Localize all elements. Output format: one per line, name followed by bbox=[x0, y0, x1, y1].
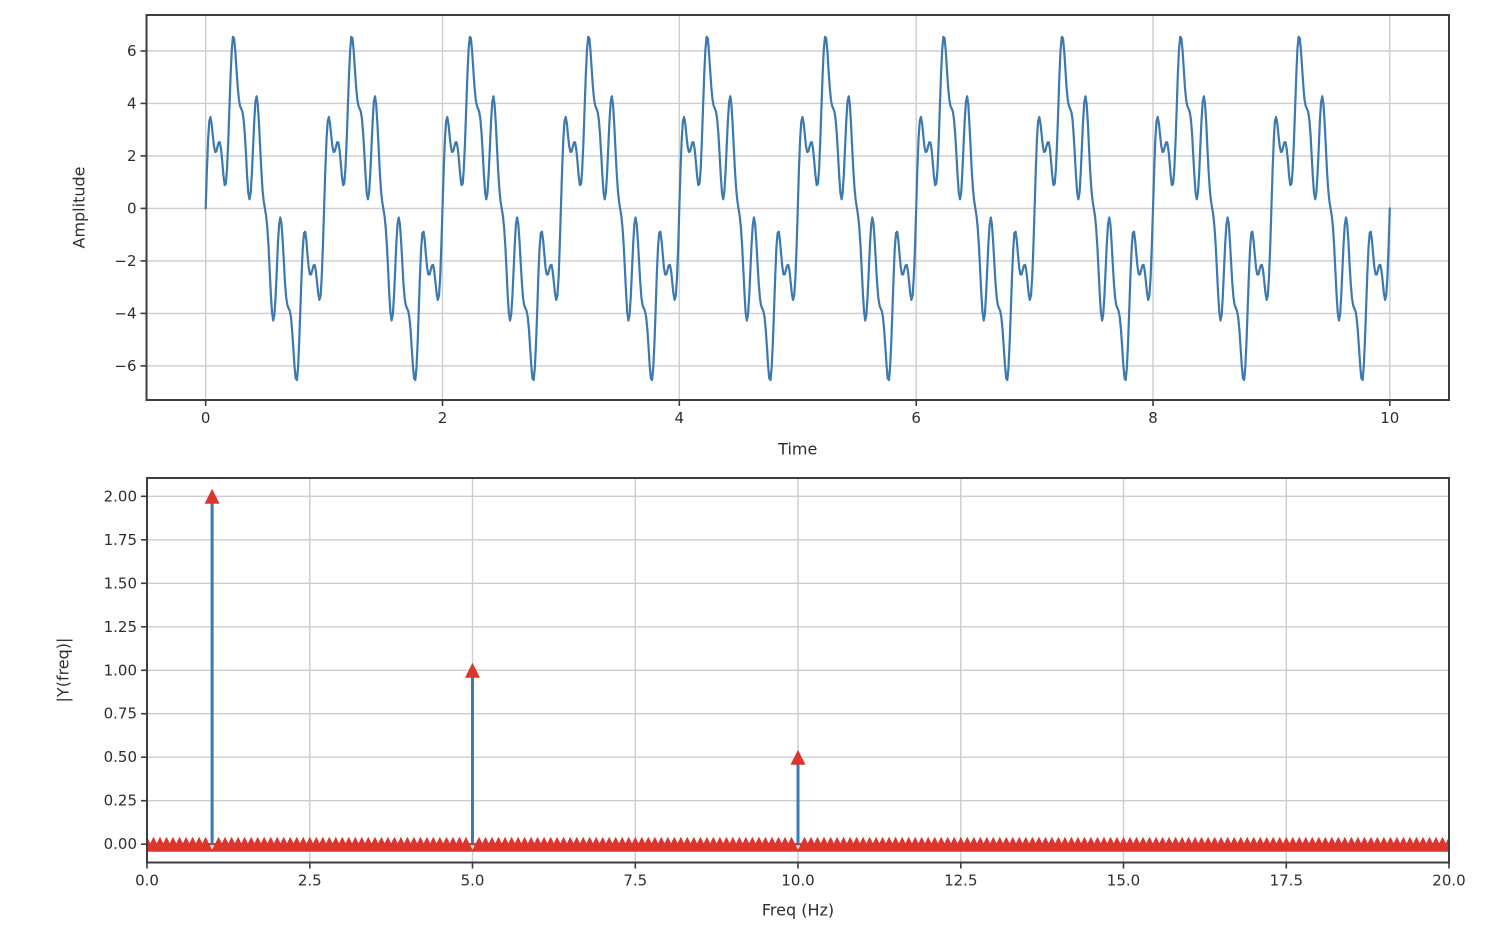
x-tick-label: 4 bbox=[675, 409, 685, 427]
signal-waveform-line bbox=[204, 35, 1391, 382]
x-tick-label: 15.0 bbox=[1107, 872, 1140, 890]
tick-marks bbox=[141, 495, 1450, 869]
plot1-ylabel: Amplitude bbox=[70, 167, 89, 249]
plot1-xlabel: Time bbox=[777, 440, 817, 459]
time-domain-plot: 0 2 4 6 8 10 −6 −4 −2 0 2 4 6 bbox=[114, 14, 1450, 427]
data-layer bbox=[204, 35, 1391, 382]
x-tick-label: 7.5 bbox=[623, 872, 647, 890]
y-tick-label: 4 bbox=[127, 94, 137, 112]
plot2-xlabel: Freq (Hz) bbox=[762, 901, 834, 920]
plot2-ylabel: |Y(freq)| bbox=[54, 638, 73, 703]
y-tick-label: −4 bbox=[114, 304, 136, 322]
y-tick-label: 1.25 bbox=[104, 618, 137, 636]
x-tick-label: 5.0 bbox=[461, 872, 485, 890]
baseline-markers bbox=[147, 836, 1449, 852]
tick-marks bbox=[140, 50, 1391, 406]
y-tick-label: 1.00 bbox=[104, 661, 137, 679]
x-tick-label: 0 bbox=[201, 409, 211, 427]
y-tick-label: 0.00 bbox=[104, 835, 137, 853]
x-tick-label: 17.5 bbox=[1270, 872, 1303, 890]
y-tick-label: 2.00 bbox=[104, 487, 137, 505]
x-tick-label: 20.0 bbox=[1432, 872, 1465, 890]
x-tick-label: 8 bbox=[1148, 409, 1158, 427]
x-tick-label: 2 bbox=[438, 409, 448, 427]
stem-peak-marker-icon bbox=[790, 749, 806, 765]
x-tick-label: 10.0 bbox=[781, 872, 814, 890]
x-tick-label: 12.5 bbox=[944, 872, 977, 890]
x-tick-label: 2.5 bbox=[298, 872, 322, 890]
y-tick-label: 2 bbox=[127, 147, 137, 165]
x-tick-label: 10 bbox=[1380, 409, 1399, 427]
x-tick-label: 0.0 bbox=[135, 872, 159, 890]
y-tick-label: 1.75 bbox=[104, 531, 137, 549]
y-tick-label: 0.25 bbox=[104, 792, 137, 810]
y-tick-label: 0 bbox=[127, 199, 137, 217]
y-tick-label: 6 bbox=[127, 42, 137, 60]
x-tick-label: 6 bbox=[911, 409, 921, 427]
stem-peak-marker-icon bbox=[204, 488, 220, 504]
y-tick-label: 0.50 bbox=[104, 748, 137, 766]
data-layer bbox=[147, 488, 1449, 852]
y-tick-label: −6 bbox=[114, 357, 136, 375]
y-tick-label: −2 bbox=[114, 252, 136, 270]
frequency-spectrum-plot: 0.0 2.5 5.0 7.5 10.0 12.5 15.0 17.5 20.0 0.00 0.25… bbox=[104, 477, 1466, 890]
stem-peak-marker-icon bbox=[465, 662, 480, 678]
y-tick-label: 0.75 bbox=[104, 705, 137, 723]
y-tick-label: 1.50 bbox=[104, 574, 137, 592]
axes-spines bbox=[145, 14, 1450, 401]
